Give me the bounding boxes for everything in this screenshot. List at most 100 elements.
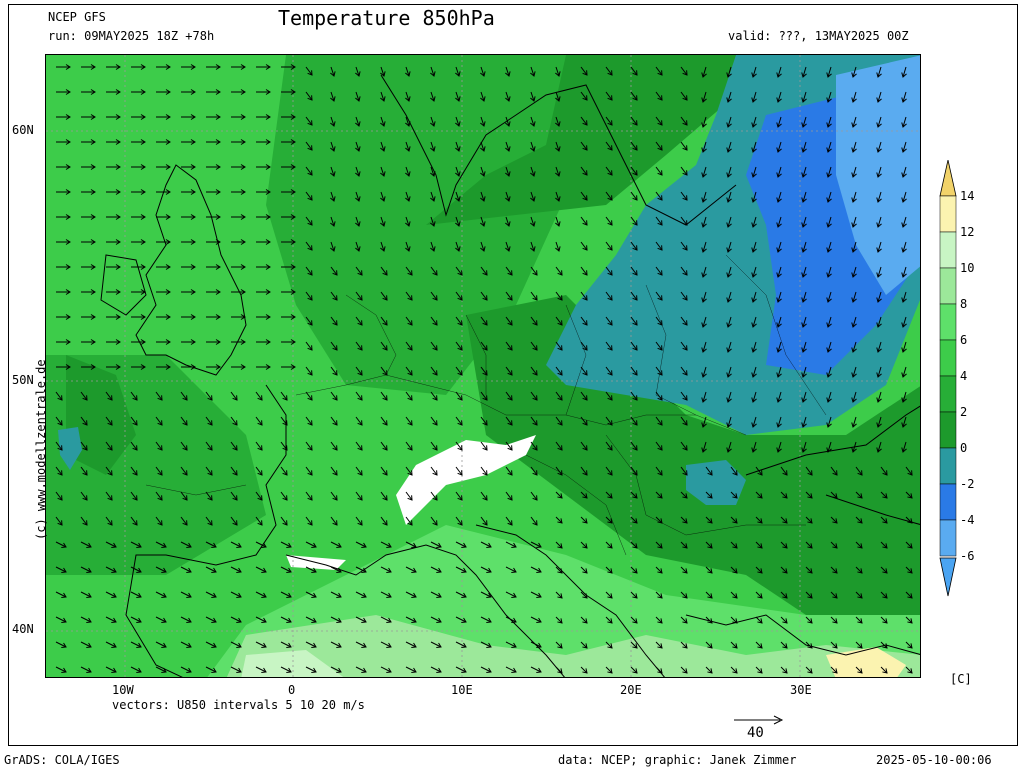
wind-vector [105, 566, 117, 573]
wind-vector [630, 241, 638, 251]
wind-vector-head [240, 114, 246, 120]
wind-vector-head [776, 372, 782, 378]
wind-vector-head [632, 95, 638, 101]
wind-vector [605, 666, 613, 674]
wind-vector-head [632, 270, 638, 276]
wind-vector [380, 391, 388, 401]
wind-vector-head [286, 592, 292, 598]
wind-vector [105, 441, 113, 451]
wind-vector-head [240, 314, 246, 320]
wind-vector-head [132, 395, 138, 401]
wind-vector [855, 666, 863, 674]
wind-vector-head [857, 593, 863, 599]
wind-vector [680, 566, 688, 574]
wind-vector [727, 266, 732, 278]
wind-vector-head [882, 593, 888, 599]
wind-vector-head [436, 617, 442, 623]
wind-vector-head [901, 422, 907, 428]
wind-vector-head [505, 71, 511, 77]
wind-vector [205, 541, 217, 548]
wind-vector-head [555, 146, 561, 152]
wind-vector-head [355, 246, 361, 252]
wind-vector-head [657, 170, 663, 176]
wind-vector-head [265, 339, 271, 345]
wind-vector [380, 366, 388, 376]
wind-vector-head [215, 114, 221, 120]
wind-vector [380, 516, 388, 526]
wind-vector-head [457, 370, 463, 376]
wind-vector-head [682, 618, 688, 624]
wind-vector [355, 366, 363, 376]
wind-vector [80, 416, 88, 426]
colorbar-label: -6 [960, 549, 974, 563]
wind-vector-head [557, 643, 563, 649]
wind-vector [455, 166, 460, 177]
wind-vector [105, 391, 113, 401]
wind-vector [655, 91, 663, 101]
wind-vector-head [161, 667, 167, 673]
wind-vector-head [851, 297, 857, 303]
wind-vector [505, 366, 513, 376]
wind-vector-head [236, 567, 242, 573]
wind-vector-head [826, 397, 832, 403]
wind-vector-head [455, 221, 461, 227]
wind-vector-head [115, 214, 121, 220]
wind-vector [630, 141, 638, 151]
wind-vector-head [707, 668, 713, 674]
wind-vector-head [457, 395, 463, 401]
wind-vector [455, 666, 467, 673]
wind-vector [355, 241, 360, 252]
wind-vector-head [480, 96, 486, 102]
wind-vector [755, 466, 763, 476]
wind-vector-head [701, 422, 707, 428]
wind-vector-head [751, 147, 757, 153]
wind-vector [505, 566, 517, 573]
wind-vector-head [307, 145, 313, 151]
wind-vector-head [801, 247, 807, 253]
wind-vector [777, 66, 782, 78]
wind-vector [430, 341, 438, 351]
wind-vector-head [107, 470, 113, 476]
wind-vector [455, 216, 460, 227]
wind-vector-head [405, 221, 411, 227]
wind-vector [830, 641, 838, 649]
wind-vector-head [407, 320, 413, 326]
wind-vector-head [190, 139, 196, 145]
wind-vector-head [732, 618, 738, 624]
wind-vector-head [111, 592, 117, 598]
wind-vector [55, 591, 67, 598]
wind-vector-head [82, 445, 88, 451]
wind-vector-head [332, 295, 338, 301]
wind-vector-head [876, 72, 882, 78]
wind-vector-head [157, 395, 163, 401]
wind-vector [630, 366, 638, 376]
wind-vector [55, 491, 63, 501]
wind-vector-head [801, 447, 807, 453]
wind-vector-head [290, 314, 296, 320]
wind-vector [305, 566, 317, 573]
wind-vector [380, 291, 388, 301]
wind-vector [727, 191, 732, 203]
wind-vector [155, 391, 163, 401]
wind-vector-head [355, 71, 361, 77]
wind-vector-head [386, 642, 392, 648]
colorbar-label: -4 [960, 513, 974, 527]
wind-vector-head [507, 520, 513, 526]
wind-vector [827, 366, 832, 378]
wind-vector-head [511, 592, 517, 598]
wind-vector [580, 466, 588, 476]
wind-vector-head [682, 568, 688, 574]
wind-vector [702, 441, 707, 453]
wind-vector-head [65, 214, 71, 220]
wind-vector [605, 541, 613, 549]
wind-vector [877, 141, 882, 153]
wind-vector [702, 366, 707, 378]
wind-vector-head [282, 395, 288, 401]
wind-vector-head [701, 72, 707, 78]
wind-vector [205, 466, 213, 476]
wind-vector-head [236, 542, 242, 548]
wind-vector [380, 191, 385, 202]
wind-vector [605, 241, 613, 251]
wind-vector [880, 491, 888, 499]
wind-vector-head [632, 245, 638, 251]
